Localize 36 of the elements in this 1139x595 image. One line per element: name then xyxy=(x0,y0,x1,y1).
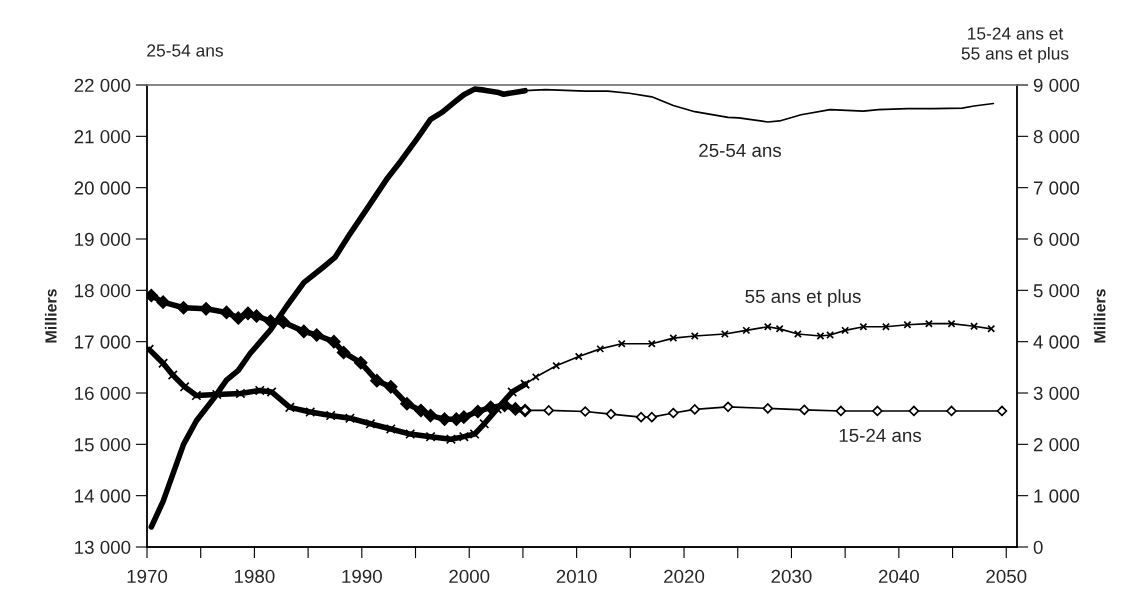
annotation: 25-54 ans xyxy=(699,143,782,158)
y2-axis-title: Milliers xyxy=(1093,289,1106,343)
x-tick-label: 2050 xyxy=(986,569,1027,583)
y-tick-label: 16 000 xyxy=(75,386,131,400)
y-tick-label: 17 000 xyxy=(75,335,131,349)
y-tick-label: 19 000 xyxy=(75,232,131,246)
y2-tick-label: 7 000 xyxy=(1033,181,1080,195)
x-tick-label: 1990 xyxy=(342,569,382,583)
x-tick-label: 2000 xyxy=(449,569,490,583)
y2-tick-label: 3 000 xyxy=(1033,386,1080,400)
y-tick-label: 15 000 xyxy=(75,438,131,452)
text: 25-54 ans xyxy=(147,44,223,57)
y-tick-label: 22 000 xyxy=(74,78,131,92)
x-tick-label: 1980 xyxy=(234,569,275,583)
y2-tick-label: 9 000 xyxy=(1033,78,1080,92)
y2-tick-label: 0 xyxy=(1033,540,1043,554)
y-tick-label: 21 000 xyxy=(74,130,131,144)
y-tick-label: 14 000 xyxy=(75,489,131,503)
y2-tick-label: 5 000 xyxy=(1033,284,1080,298)
x-tick-label: 2020 xyxy=(664,569,705,583)
y2-tick-label: 6 000 xyxy=(1033,232,1080,246)
x-tick-label: 2010 xyxy=(556,569,597,583)
y2-tick-label: 2 000 xyxy=(1033,438,1080,452)
text: 15-24 ans et 55 ans et plus xyxy=(961,27,1069,64)
x-tick-label: 1970 xyxy=(127,569,168,583)
y-tick-label: 13 000 xyxy=(75,540,131,554)
x-tick-label: 2030 xyxy=(771,569,812,583)
y2-tick-label: 8 000 xyxy=(1033,130,1080,144)
y2-tick-label: 1 000 xyxy=(1034,489,1080,503)
annotation: 55 ans et plus xyxy=(745,289,861,307)
annotation: 15-24 ans xyxy=(839,428,922,443)
y-tick-label: 18 000 xyxy=(75,284,131,298)
y2-tick-label: 4 000 xyxy=(1033,335,1080,349)
x-tick-label: 2040 xyxy=(878,569,919,583)
y-axis-title: Milliers xyxy=(44,289,57,343)
y-tick-label: 20 000 xyxy=(74,181,131,195)
